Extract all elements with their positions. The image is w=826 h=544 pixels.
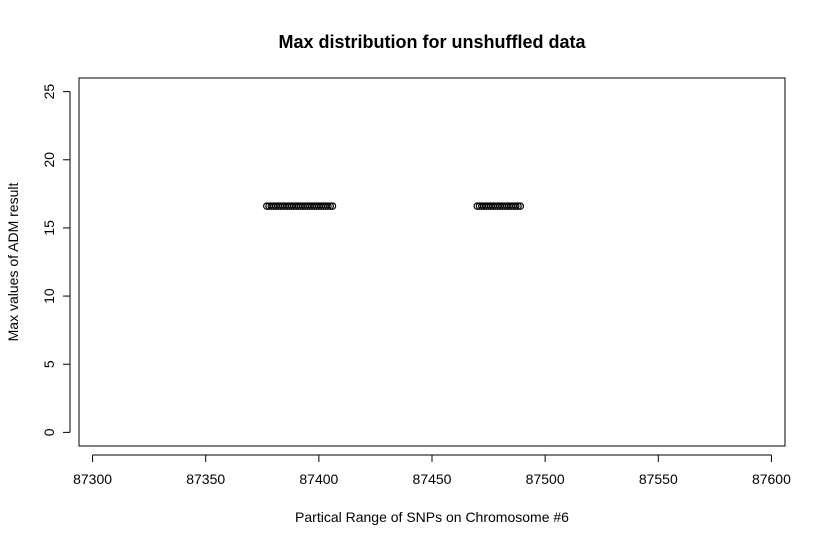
plot-frame [78, 77, 786, 447]
data-point [324, 202, 332, 210]
x-tick-label: 87450 [413, 471, 452, 487]
data-point [328, 202, 337, 210]
data-point [326, 202, 334, 210]
x-axis: 87300 87350 87400 87450 87500 87550 87600 [73, 454, 791, 487]
x-tick-label: 87500 [526, 471, 565, 487]
y-tick-label: 20 [41, 152, 57, 168]
x-tick-label: 87350 [186, 471, 225, 487]
y-tick-label: 0 [41, 428, 57, 436]
x-tick-label: 87400 [299, 471, 338, 487]
data-point [516, 202, 525, 210]
data-points [263, 202, 525, 210]
y-axis-label: Max values of ADM result [5, 183, 21, 342]
data-point [511, 202, 520, 210]
y-tick-label: 15 [41, 220, 57, 236]
y-tick-label: 25 [41, 84, 57, 100]
data-point [514, 202, 522, 210]
x-tick-label: 87600 [752, 471, 791, 487]
y-axis: 0 5 10 15 20 25 [41, 84, 71, 436]
y-tick-label: 5 [41, 360, 57, 368]
chart-title: Max distribution for unshuffled data [279, 32, 587, 52]
x-tick-label: 87300 [73, 471, 112, 487]
y-tick-label: 10 [41, 288, 57, 304]
x-tick-label: 87550 [639, 471, 678, 487]
x-axis-label: Partical Range of SNPs on Chromosome #6 [295, 509, 569, 525]
